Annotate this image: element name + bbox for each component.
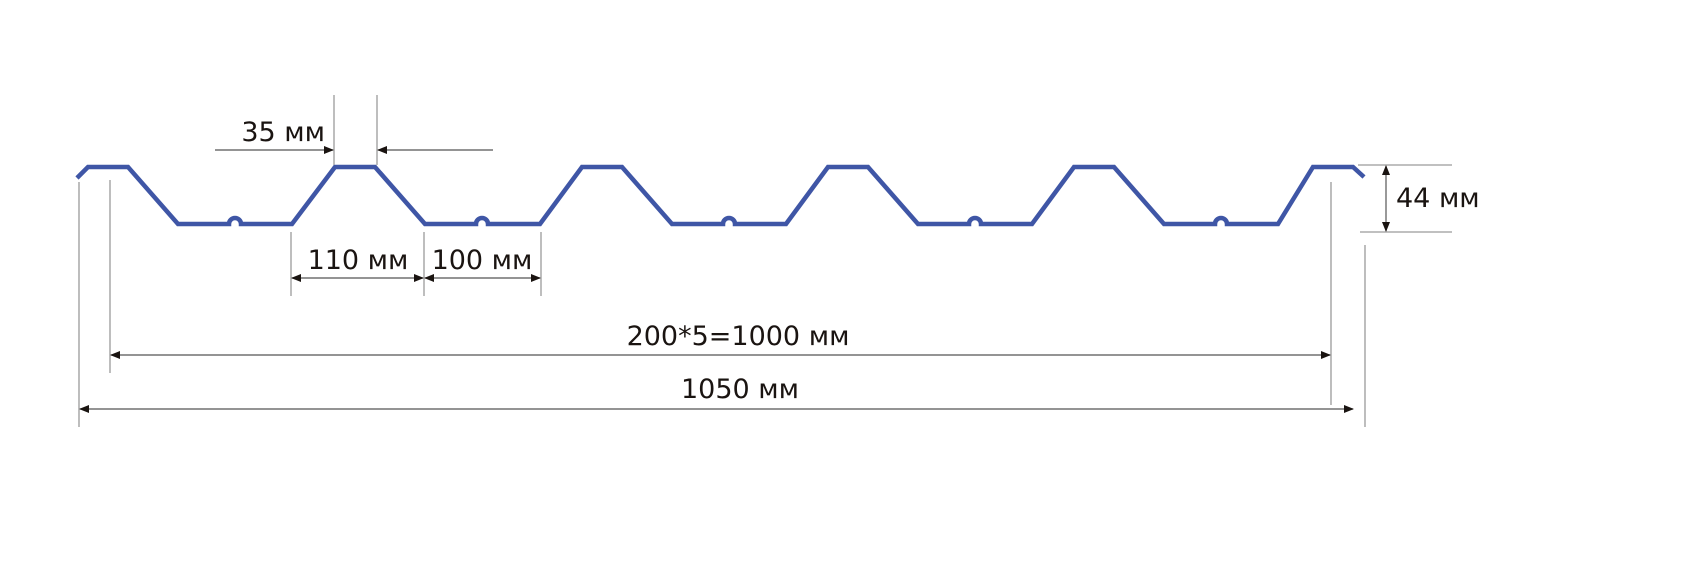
crest-width-label: 35 мм (241, 117, 325, 148)
height-label: 44 мм (1396, 183, 1480, 214)
height-dimension: 44 мм (1358, 164, 1480, 233)
valley-width-label: 100 мм (432, 245, 533, 276)
effective-width-label: 200*5=1000 мм (627, 321, 850, 352)
effective-width-dimension: 200*5=1000 мм (109, 180, 1332, 405)
total-width-label: 1050 мм (681, 374, 799, 405)
rib-base-label: 110 мм (308, 245, 409, 276)
total-width-dimension: 1050 мм (78, 182, 1366, 427)
crest-width-dimension: 35 мм (215, 95, 493, 165)
sheet-profile (75, 164, 1366, 227)
rib-dimensions: 110 мм 100 мм (290, 232, 542, 296)
